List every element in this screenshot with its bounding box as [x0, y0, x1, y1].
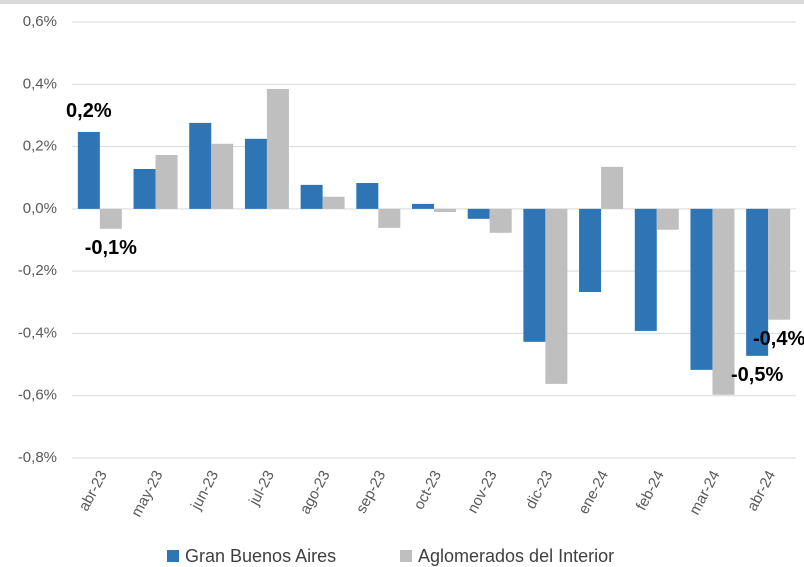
bar [300, 184, 323, 209]
x-tick-label: jul-23 [245, 468, 278, 509]
x-tick-label: may-23 [128, 468, 166, 520]
y-tick-label: -0,6% [18, 387, 57, 404]
bar [545, 208, 568, 384]
bar [579, 208, 602, 293]
bar [656, 208, 679, 230]
x-tick-label: dic-23 [522, 468, 556, 512]
legend-label: Gran Buenos Aires [185, 546, 336, 566]
top-border [0, 0, 804, 4]
bar [634, 208, 657, 331]
y-tick-label: -0,2% [18, 262, 57, 279]
y-tick-label: 0,6% [23, 13, 57, 30]
legend-swatch [167, 550, 179, 562]
y-tick-label: -0,8% [18, 449, 57, 466]
bar [189, 122, 212, 209]
x-tick-label: abr-24 [744, 468, 779, 514]
x-tick-label: abr-23 [76, 468, 111, 514]
bar [523, 208, 546, 342]
y-tick-label: 0,0% [23, 200, 57, 217]
x-tick-label: nov-23 [464, 468, 501, 516]
bar [712, 208, 735, 395]
x-tick-label: feb-24 [633, 468, 668, 514]
legend-swatch [400, 550, 412, 562]
x-tick-label: jun-23 [187, 468, 222, 514]
data-label: -0,4% [753, 328, 804, 350]
bar [133, 168, 156, 209]
bar [489, 208, 512, 233]
bar [746, 208, 769, 356]
bar [155, 154, 178, 209]
x-tick-label: sep-23 [353, 468, 390, 516]
bar [412, 203, 434, 209]
data-label: -0,1% [85, 237, 137, 259]
x-tick-label: ago-23 [297, 468, 334, 517]
bar [244, 138, 267, 209]
bar [356, 183, 379, 209]
y-tick-label: -0,4% [18, 324, 57, 341]
bar [601, 166, 624, 209]
y-tick-label: 0,4% [23, 75, 57, 92]
y-tick-label: 0,2% [23, 138, 57, 155]
legend-label: Aglomerados del Interior [418, 546, 614, 566]
bar [378, 208, 401, 228]
bar [211, 143, 234, 209]
data-label: 0,2% [66, 100, 112, 122]
bar [322, 196, 345, 209]
bar [77, 131, 100, 209]
bar [266, 88, 289, 209]
x-tick-label: ene-24 [575, 468, 612, 517]
x-tick-label: oct-23 [410, 468, 445, 513]
bar [768, 208, 791, 320]
bar [690, 208, 713, 370]
bar [434, 208, 456, 212]
data-label: -0,5% [731, 364, 783, 386]
bar [467, 208, 490, 219]
x-tick-label: mar-24 [686, 468, 723, 518]
bar [99, 208, 122, 229]
